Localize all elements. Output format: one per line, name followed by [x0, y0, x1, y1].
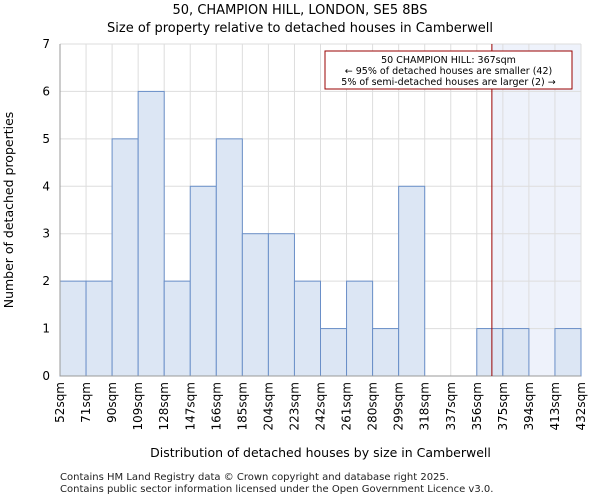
- bar-223sqm: [293, 280, 322, 377]
- y-tick-label: 1: [42, 322, 50, 336]
- chart-title: 50, CHAMPION HILL, LONDON, SE5 8BS: [172, 3, 428, 18]
- x-tick-label: 71sqm: [79, 382, 93, 423]
- bar-185sqm: [241, 233, 269, 377]
- x-tick-label: 242sqm: [314, 382, 328, 430]
- x-tick-label: 337sqm: [444, 382, 458, 430]
- bar-147sqm: [189, 185, 217, 377]
- x-tick-label: 299sqm: [392, 382, 406, 430]
- footer-line-2: Contains public sector information licen…: [60, 484, 494, 495]
- x-tick-label: 223sqm: [287, 382, 301, 430]
- y-tick-label: 5: [42, 132, 50, 146]
- annotation-box: [324, 50, 573, 90]
- x-tick-label: 166sqm: [209, 382, 223, 430]
- y-tick-label: 4: [42, 179, 50, 193]
- y-axis-label: Number of detached properties: [1, 112, 16, 309]
- x-axis-label: Distribution of detached houses by size …: [150, 445, 491, 460]
- bar-109sqm: [137, 90, 165, 377]
- bar-71sqm: [85, 280, 113, 377]
- bar-413sqm: [554, 328, 582, 377]
- x-tick-label: 261sqm: [340, 382, 354, 430]
- x-tick-label: 280sqm: [366, 382, 380, 430]
- bar-90sqm: [111, 138, 139, 377]
- y-tick-label: 7: [42, 37, 50, 51]
- x-tick-label: 413sqm: [548, 382, 562, 430]
- bar-52sqm: [59, 280, 87, 377]
- x-tick-label: 185sqm: [235, 382, 249, 430]
- x-tick-label: 394sqm: [522, 382, 536, 430]
- bar-356sqm: [476, 328, 504, 377]
- y-tick-label: 2: [42, 274, 50, 288]
- x-tick-label: 147sqm: [183, 382, 197, 430]
- bar-299sqm: [398, 185, 426, 377]
- annotation-line-1: 50 CHAMPION HILL: 367sqm: [381, 55, 516, 66]
- bar-204sqm: [267, 233, 295, 377]
- annotation-line-2: ← 95% of detached houses are smaller (42…: [345, 66, 552, 77]
- y-tick-label: 3: [42, 227, 50, 241]
- x-tick-label: 204sqm: [261, 382, 275, 430]
- bar-242sqm: [320, 328, 348, 377]
- x-tick-label: 375sqm: [496, 382, 510, 430]
- highlight-region: [491, 44, 581, 376]
- annotation-line-3: 5% of semi-detached houses are larger (2…: [341, 77, 555, 88]
- bar-166sqm: [215, 138, 243, 377]
- x-tick-label: 432sqm: [574, 382, 588, 430]
- footer-line-1: Contains HM Land Registry data © Crown c…: [60, 472, 449, 483]
- chart-subtitle: Size of property relative to detached ho…: [107, 21, 493, 36]
- x-tick-label: 109sqm: [131, 382, 145, 430]
- bar-375sqm: [502, 328, 530, 377]
- bar-280sqm: [372, 328, 400, 377]
- bar-261sqm: [346, 280, 374, 377]
- y-tick-label: 0: [42, 369, 50, 383]
- x-tick-label: 52sqm: [53, 382, 67, 423]
- x-tick-label: 356sqm: [470, 382, 484, 430]
- y-tick-label: 6: [42, 84, 50, 98]
- bar-128sqm: [163, 280, 191, 377]
- x-tick-label: 318sqm: [418, 382, 432, 430]
- x-tick-label: 90sqm: [105, 382, 119, 423]
- x-tick-label: 128sqm: [157, 382, 171, 430]
